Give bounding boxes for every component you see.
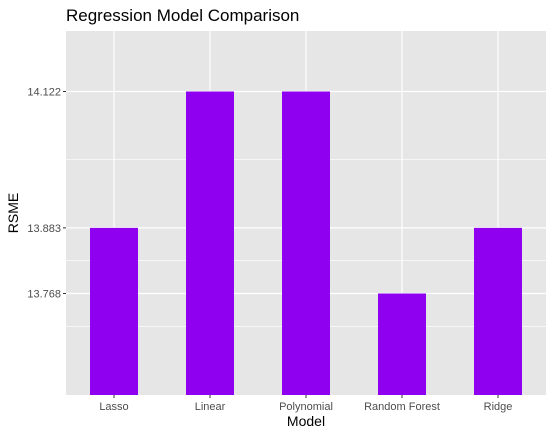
x-tick-label: Random Forest xyxy=(364,401,440,413)
x-axis-title: Model xyxy=(287,413,325,429)
x-tick-label: Polynomial xyxy=(279,401,333,413)
bar-ridge xyxy=(474,227,522,395)
y-tick-label: 14.122 xyxy=(27,87,61,99)
chart-title: Regression Model Comparison xyxy=(66,6,299,25)
bars xyxy=(90,91,522,395)
x-tick-label: Linear xyxy=(195,401,226,413)
y-axis-ticks: 13.768 13.883 14.122 xyxy=(27,87,66,301)
x-tick-label: Lasso xyxy=(99,401,128,413)
x-axis-ticks: Lasso Linear Polynomial Random Forest Ridge xyxy=(99,395,512,413)
x-tick-label: Ridge xyxy=(484,401,513,413)
bar-lasso xyxy=(90,227,138,395)
y-tick-label: 13.883 xyxy=(27,223,61,235)
y-axis-title: RSME xyxy=(5,193,21,233)
bar-random-forest xyxy=(378,293,426,395)
bar-linear xyxy=(186,91,234,395)
y-tick-label: 13.768 xyxy=(27,289,61,301)
bar-polynomial xyxy=(282,91,330,395)
